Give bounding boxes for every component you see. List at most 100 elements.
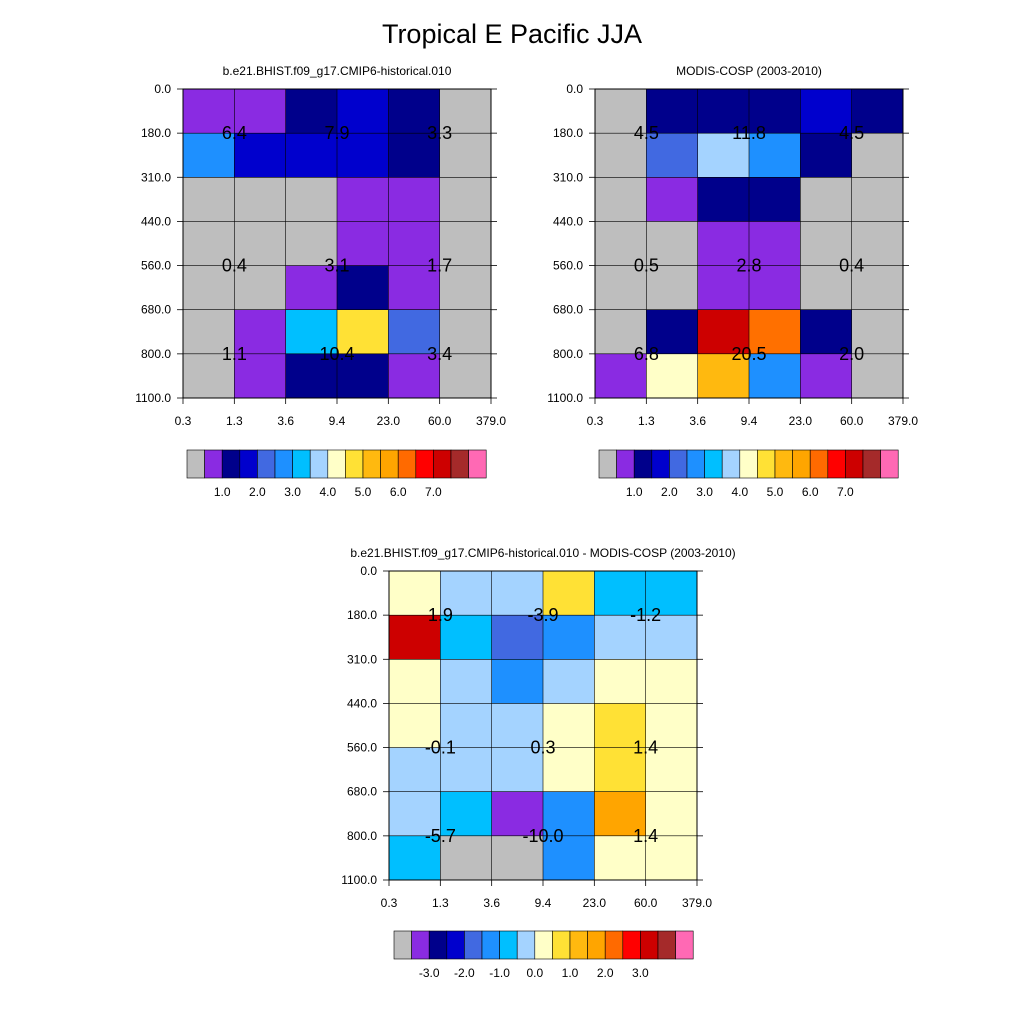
model-cell: [439, 177, 492, 222]
obs-cell: [851, 177, 904, 222]
diff-y-tick-label: 680.0: [347, 785, 377, 799]
diff-colorbar-swatch: [552, 930, 571, 960]
model-colorbar-swatch: [415, 449, 434, 479]
model-cell: [234, 265, 287, 311]
diff-colorbar-swatch: [640, 930, 659, 960]
diff-cell: [389, 791, 441, 837]
model-colorbar-label: 5.0: [355, 485, 372, 499]
model-colorbar-swatch: [433, 449, 452, 479]
diff-cell: [389, 835, 441, 881]
diff-y-tick-label: 1100.0: [341, 873, 377, 887]
diff-cell: [645, 791, 698, 837]
panel-diff: b.e21.BHIST.f09_g17.CMIP6-historical.010…: [341, 546, 735, 980]
model-colorbar-swatch: [327, 449, 346, 479]
diff-cell: [594, 703, 647, 748]
model-colorbar-swatch: [450, 449, 469, 479]
model-cell: [183, 265, 235, 311]
obs-value-label: 4.5: [839, 123, 864, 143]
model-x-tick-label: 0.3: [175, 414, 192, 428]
obs-cell: [800, 221, 853, 266]
model-value-label: 6.4: [222, 123, 247, 143]
diff-cell: [645, 747, 698, 793]
model-colorbar-swatch: [309, 449, 329, 479]
model-cell: [183, 353, 235, 399]
model-colorbar-label: 7.0: [425, 485, 442, 499]
model-y-tick-label: 180.0: [141, 126, 171, 140]
model-value-label: 3.1: [324, 256, 349, 276]
figure-title: Tropical E Pacific JJA: [382, 19, 642, 49]
model-cell: [388, 177, 441, 222]
diff-value-label: -3.9: [527, 605, 558, 625]
diff-colorbar-label: 3.0: [632, 966, 649, 980]
model-y-tick-label: 310.0: [141, 170, 171, 184]
model-colorbar-swatch: [257, 449, 276, 479]
model-x-tick-label: 379.0: [476, 414, 506, 428]
obs-cell: [800, 265, 853, 311]
diff-cell: [543, 703, 595, 748]
obs-y-tick-label: 560.0: [553, 259, 583, 273]
diff-colorbar-label: -1.0: [489, 966, 510, 980]
model-y-tick-label: 800.0: [141, 347, 171, 361]
diff-colorbar-swatch: [657, 930, 676, 960]
obs-cell: [697, 89, 750, 134]
model-cell: [337, 89, 389, 134]
model-colorbar-label: 1.0: [214, 485, 231, 499]
diff-cell: [389, 747, 441, 793]
model-colorbar-swatch: [239, 449, 258, 479]
obs-cell: [697, 265, 750, 311]
model-cell: [285, 221, 338, 266]
obs-y-tick-label: 0.0: [566, 82, 583, 96]
model-colorbar-swatch: [292, 449, 311, 479]
obs-cell: [697, 353, 750, 399]
model-value-label: 1.1: [222, 344, 247, 364]
model-cell: [337, 133, 389, 178]
model-colorbar-label: 3.0: [284, 485, 301, 499]
obs-cell: [851, 221, 904, 266]
model-cell: [388, 265, 441, 311]
diff-cell: [440, 703, 493, 748]
diff-title: b.e21.BHIST.f09_g17.CMIP6-historical.010…: [350, 546, 735, 560]
obs-cell: [800, 177, 853, 222]
model-cell: [388, 89, 441, 134]
diff-cell: [543, 659, 595, 704]
obs-colorbar-swatch: [686, 449, 705, 479]
obs-value-label: 20.5: [731, 344, 766, 364]
obs-x-tick-label: 0.3: [587, 414, 604, 428]
diff-colorbar-label: -3.0: [419, 966, 440, 980]
obs-x-tick-label: 9.4: [741, 414, 758, 428]
model-cell: [183, 133, 235, 178]
model-cell: [285, 265, 338, 311]
diff-colorbar-swatch: [393, 930, 412, 960]
obs-cell: [646, 353, 699, 399]
obs-cell: [697, 133, 750, 178]
diff-colorbar-swatch: [446, 930, 465, 960]
model-cell: [439, 265, 492, 311]
model-x-tick-label: 60.0: [428, 414, 452, 428]
diff-cell: [440, 615, 493, 660]
obs-cell: [595, 133, 647, 178]
diff-value-label: 1.4: [633, 826, 658, 846]
diff-cell: [594, 571, 647, 616]
model-colorbar-swatch: [468, 449, 487, 479]
obs-cell: [749, 89, 801, 134]
panel-obs: MODIS-COSP (2003-2010) 0.3 1.3 3.6 9.4 23.0 60…: [547, 64, 918, 499]
obs-x-tick-label: 23.0: [789, 414, 813, 428]
diff-value-label: -5.7: [425, 826, 456, 846]
model-cell: [285, 133, 338, 178]
obs-cell: [646, 177, 699, 222]
obs-y-tick-label: 1100.0: [547, 391, 583, 405]
model-value-label: 0.4: [222, 256, 247, 276]
obs-x-tick-label: 3.6: [689, 414, 706, 428]
diff-cell: [491, 747, 544, 793]
obs-cell: [749, 353, 801, 399]
model-value-label: 3.4: [427, 344, 452, 364]
diff-y-tick-label: 180.0: [347, 608, 377, 622]
obs-y-tick-label: 440.0: [553, 214, 583, 228]
obs-cell: [697, 177, 750, 222]
diff-colorbar-swatch: [622, 930, 641, 960]
diff-cell: [594, 791, 647, 837]
obs-value-label: 2.8: [736, 256, 761, 276]
obs-colorbar-swatch: [757, 449, 776, 479]
obs-cell: [646, 221, 699, 266]
